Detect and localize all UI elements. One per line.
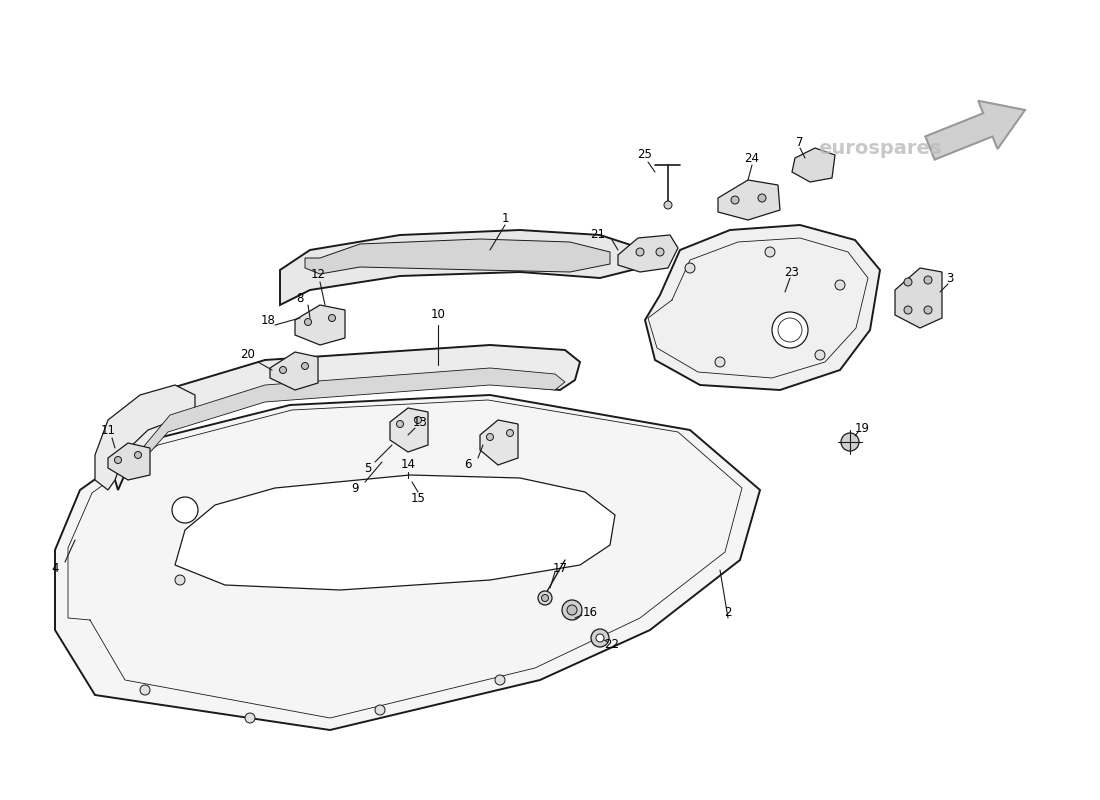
Circle shape xyxy=(778,318,802,342)
Text: 21: 21 xyxy=(591,229,605,242)
Circle shape xyxy=(495,675,505,685)
Text: 12: 12 xyxy=(310,269,326,282)
Text: 5: 5 xyxy=(364,462,372,474)
Text: 25: 25 xyxy=(638,149,652,162)
Circle shape xyxy=(301,362,308,370)
Circle shape xyxy=(924,276,932,284)
FancyArrow shape xyxy=(925,101,1025,160)
Circle shape xyxy=(764,247,776,257)
Circle shape xyxy=(245,713,255,723)
Circle shape xyxy=(375,705,385,715)
Circle shape xyxy=(305,318,311,326)
Polygon shape xyxy=(55,395,760,730)
Circle shape xyxy=(538,591,552,605)
Text: 8: 8 xyxy=(296,291,304,305)
Circle shape xyxy=(815,350,825,360)
Circle shape xyxy=(562,600,582,620)
Circle shape xyxy=(904,278,912,286)
Circle shape xyxy=(835,280,845,290)
Text: eurospares: eurospares xyxy=(818,138,942,158)
Circle shape xyxy=(329,314,336,322)
Circle shape xyxy=(685,263,695,273)
Circle shape xyxy=(732,196,739,204)
Polygon shape xyxy=(295,305,345,345)
Text: 19: 19 xyxy=(855,422,869,434)
Polygon shape xyxy=(618,235,678,272)
Text: 13: 13 xyxy=(412,415,428,429)
Circle shape xyxy=(664,201,672,209)
Polygon shape xyxy=(280,230,640,305)
Text: 10: 10 xyxy=(430,309,446,322)
Text: 24: 24 xyxy=(745,151,759,165)
Circle shape xyxy=(486,434,494,441)
Polygon shape xyxy=(175,475,615,590)
Polygon shape xyxy=(390,408,428,452)
Polygon shape xyxy=(792,148,835,182)
Circle shape xyxy=(591,629,609,647)
Circle shape xyxy=(279,366,286,374)
Text: 23: 23 xyxy=(784,266,800,278)
Text: 1: 1 xyxy=(502,211,508,225)
Circle shape xyxy=(715,357,725,367)
Text: 11: 11 xyxy=(100,423,116,437)
Polygon shape xyxy=(116,345,580,490)
Polygon shape xyxy=(270,352,318,390)
Circle shape xyxy=(134,451,142,458)
Circle shape xyxy=(636,248,644,256)
Text: 6: 6 xyxy=(464,458,472,471)
Polygon shape xyxy=(480,420,518,465)
Circle shape xyxy=(506,430,514,437)
Text: 9: 9 xyxy=(351,482,359,494)
Circle shape xyxy=(541,594,549,602)
Text: 14: 14 xyxy=(400,458,416,471)
Polygon shape xyxy=(138,368,565,465)
Text: 20: 20 xyxy=(241,349,255,362)
Polygon shape xyxy=(645,225,880,390)
Circle shape xyxy=(566,605,578,615)
Circle shape xyxy=(415,417,421,423)
Text: 15: 15 xyxy=(410,491,426,505)
Circle shape xyxy=(172,497,198,523)
Text: 17: 17 xyxy=(552,562,568,574)
Circle shape xyxy=(140,685,150,695)
Circle shape xyxy=(842,433,859,451)
Text: 1985: 1985 xyxy=(472,635,528,655)
Text: 4: 4 xyxy=(52,562,58,574)
Circle shape xyxy=(656,248,664,256)
Polygon shape xyxy=(95,385,195,490)
Circle shape xyxy=(924,306,932,314)
Text: 16: 16 xyxy=(583,606,597,618)
Circle shape xyxy=(114,457,121,463)
Circle shape xyxy=(904,306,912,314)
Text: eurospares: eurospares xyxy=(81,474,679,566)
Text: 3: 3 xyxy=(946,271,954,285)
Polygon shape xyxy=(108,443,150,480)
Text: 7: 7 xyxy=(796,135,804,149)
Text: 22: 22 xyxy=(605,638,619,651)
Text: a passion for parts since: a passion for parts since xyxy=(264,600,537,620)
Circle shape xyxy=(758,194,766,202)
Text: 18: 18 xyxy=(261,314,275,326)
Circle shape xyxy=(772,312,808,348)
Polygon shape xyxy=(305,239,610,274)
Text: 2: 2 xyxy=(724,606,732,618)
Circle shape xyxy=(596,634,604,642)
Circle shape xyxy=(396,421,404,427)
Polygon shape xyxy=(895,268,942,328)
Circle shape xyxy=(175,575,185,585)
Polygon shape xyxy=(718,180,780,220)
